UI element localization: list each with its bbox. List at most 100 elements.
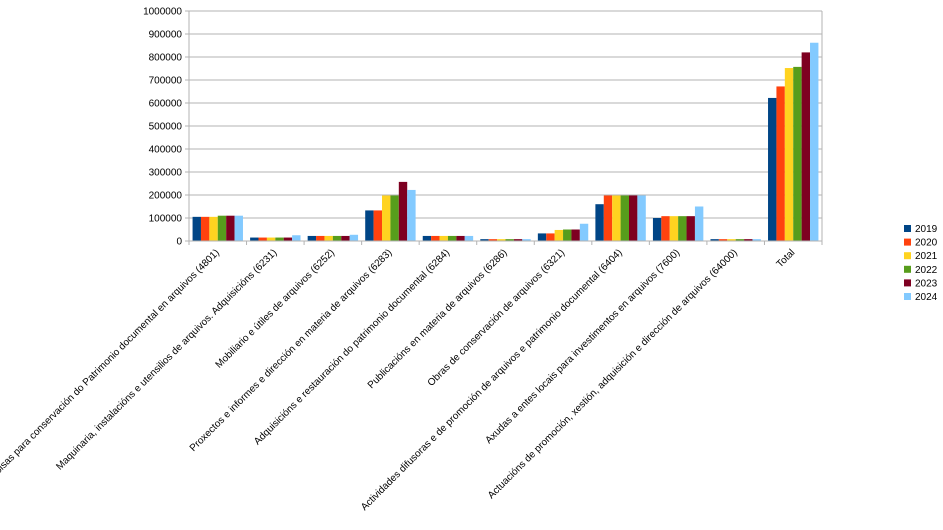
bar-2020 [373,210,383,241]
legend-swatch-2023 [904,279,911,287]
y-tick-label: 900000 [149,30,183,41]
y-tick-label: 0 [176,237,182,248]
bar-2022 [620,195,629,241]
y-tick-label: 400000 [149,145,183,156]
legend-label-2024: 2024 [915,292,938,303]
legend-swatch-2020 [904,238,911,246]
bar-2022 [275,237,284,241]
legend-swatch-2021 [904,252,911,260]
bar-2021 [439,235,448,241]
bar-2022 [505,239,514,241]
bar-2020 [603,195,613,241]
bar-2021 [784,68,794,241]
bars [192,42,819,242]
bar-2021 [266,237,276,241]
y-tick-label: 700000 [149,76,183,87]
bar-2020 [718,239,728,241]
bar-2020 [316,235,325,241]
bar-2019 [652,218,662,241]
x-axis: Bolsas para conservación do Patrimonio d… [0,240,823,513]
bar-2019 [365,210,374,241]
bar-2023 [801,52,811,242]
y-tick-label: 100000 [149,214,183,225]
bar-2019 [422,235,432,241]
bar-2022 [735,239,745,241]
bar-2023 [513,239,523,241]
bar-2021 [554,229,564,241]
bar-2019 [710,239,719,241]
category-label: Actividades difusoras e de promoción de … [359,247,625,513]
bar-2021 [612,195,621,241]
category-label: Mobiliario e útiles de arquivos (6252) [214,247,337,370]
bar-2023 [226,215,235,241]
y-tick-label: 600000 [149,99,183,110]
bar-2019 [768,97,777,241]
bar-2024 [637,195,646,241]
bar-2019 [537,233,547,241]
legend: 2019 2020 2021 2022 2023 2024 [904,224,938,303]
bar-2023 [456,235,465,241]
bar-2020 [258,237,267,241]
bar-2023 [571,229,580,241]
y-tick-label: 500000 [149,122,183,133]
bar-2022 [563,229,572,241]
bar-2024 [234,215,243,241]
bar-2022 [217,215,227,241]
bar-2024 [579,223,589,241]
bar-2023 [398,181,408,241]
legend-label-2023: 2023 [915,278,938,289]
y-tick-label: 200000 [149,191,183,202]
bar-2020 [200,216,210,241]
legend-label-2021: 2021 [915,251,938,262]
bar-2019 [595,204,604,241]
y-tick-label: 1000000 [143,7,182,18]
bar-2024 [522,239,531,241]
bar-2023 [341,235,350,241]
bar-2020 [546,233,555,241]
y-axis: 0 100000 200000 300000 400000 500000 600000 700… [143,7,823,248]
bar-2023 [744,239,753,241]
legend-swatch-2022 [904,265,911,273]
bar-2024 [752,239,761,241]
bar-2023 [686,216,695,241]
bar-2022 [678,216,687,241]
bar-2021 [209,216,218,241]
bar-2021 [669,216,679,241]
bar-2022 [332,235,342,241]
y-tick-label: 800000 [149,53,183,64]
bar-2020 [776,86,785,241]
category-label: Maquinaria, instalacións e utensilios de… [54,247,279,472]
category-label: Proxectos e informes e dirección en mate… [188,247,395,454]
bar-2022 [447,235,457,241]
category-label: Adquisicións e restauración do patrimoni… [252,247,452,447]
bar-2024 [407,189,416,241]
bar-2024 [694,206,704,241]
bar-2020 [431,235,440,241]
bar-2020 [661,216,670,241]
bar-2023 [628,195,638,241]
bar-2019 [480,239,489,241]
bar-2019 [250,237,259,241]
gridlines [189,10,822,242]
bar-2022 [793,66,802,241]
category-label: Total [775,247,798,270]
bar-2021 [382,195,391,241]
bar-2022 [390,195,399,241]
bar-2021 [324,235,333,241]
bar-2021 [497,239,506,241]
legend-swatch-2024 [904,293,911,300]
bar-2024 [810,42,819,241]
category-label: Axudas a entes locais para investimentos… [483,247,682,446]
y-tick-label: 300000 [149,168,183,179]
bar-2019 [192,216,201,241]
bar-2024 [292,235,301,241]
legend-label-2020: 2020 [915,238,938,249]
bar-2020 [488,239,498,241]
bar-2024 [349,234,359,241]
bar-2023 [283,237,293,241]
bar-2024 [464,235,474,241]
legend-label-2022: 2022 [915,265,938,276]
bar-2021 [727,239,736,241]
legend-label-2019: 2019 [915,224,938,235]
